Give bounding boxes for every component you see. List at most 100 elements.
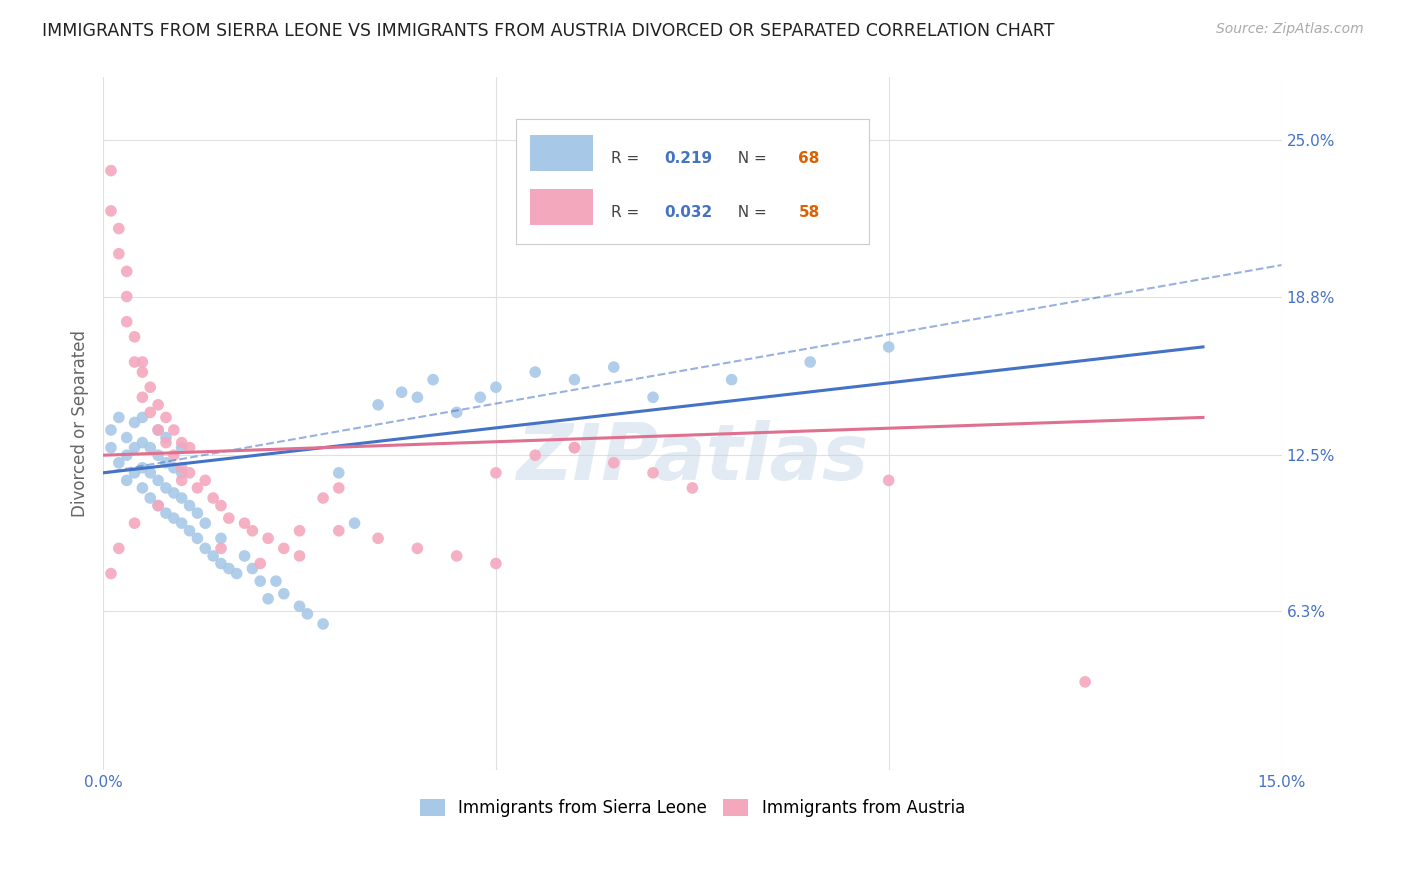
Point (297, 607, 319, 621)
Point (242, 524, 264, 538)
Point (115, 289, 138, 303)
Point (131, 355, 153, 369)
Point (194, 516, 217, 531)
Point (367, 398, 389, 412)
Point (641, 466, 664, 480)
Point (343, 516, 366, 531)
Point (312, 491, 335, 505)
Point (146, 423, 169, 437)
Point (170, 491, 193, 505)
Point (186, 531, 208, 545)
Point (877, 340, 900, 354)
Point (446, 405, 468, 419)
Point (139, 441, 162, 455)
Point (124, 416, 146, 430)
Point (179, 441, 201, 455)
Point (139, 380, 162, 394)
Point (603, 359, 626, 374)
Point (131, 410, 153, 425)
Point (328, 466, 350, 480)
Point (249, 574, 271, 588)
Point (524, 448, 547, 462)
Point (108, 410, 131, 425)
Point (115, 474, 138, 488)
Point (163, 511, 186, 525)
Point (170, 516, 193, 531)
Point (146, 499, 169, 513)
Point (288, 599, 311, 614)
Point (139, 491, 162, 505)
Point (209, 541, 232, 556)
Point (485, 466, 508, 480)
Point (186, 481, 208, 495)
Point (179, 499, 201, 513)
Point (367, 531, 389, 545)
Point (194, 541, 217, 556)
Point (124, 516, 146, 531)
Point (603, 456, 626, 470)
Point (131, 460, 153, 475)
Text: Source: ZipAtlas.com: Source: ZipAtlas.com (1216, 22, 1364, 37)
Point (218, 561, 240, 575)
Point (139, 466, 162, 480)
Point (131, 435, 153, 450)
Text: ZIPatlas: ZIPatlas (516, 420, 869, 496)
Point (209, 531, 232, 545)
Point (264, 574, 287, 588)
Point (170, 435, 193, 450)
Point (288, 549, 311, 563)
Point (100, 163, 122, 178)
Point (115, 448, 138, 462)
Point (202, 549, 225, 563)
Point (155, 435, 177, 450)
Point (485, 557, 508, 571)
Point (720, 373, 742, 387)
Point (218, 511, 240, 525)
Point (312, 616, 335, 631)
Point (163, 460, 186, 475)
Point (108, 541, 131, 556)
Point (273, 541, 295, 556)
Point (1074, 674, 1097, 689)
Point (124, 330, 146, 344)
Point (641, 390, 664, 404)
Point (124, 441, 146, 455)
Point (146, 398, 169, 412)
Point (877, 474, 900, 488)
Point (170, 441, 193, 455)
Point (146, 499, 169, 513)
Point (108, 246, 131, 260)
Point (328, 524, 350, 538)
Point (186, 506, 208, 520)
Point (179, 466, 201, 480)
Point (209, 499, 232, 513)
Point (124, 355, 146, 369)
Point (257, 531, 280, 545)
Point (225, 566, 247, 581)
Point (249, 557, 271, 571)
Point (233, 516, 256, 531)
Point (170, 460, 193, 475)
Point (485, 380, 508, 394)
Point (115, 315, 138, 329)
Point (564, 373, 586, 387)
Point (155, 481, 177, 495)
Point (288, 524, 311, 538)
Point (100, 441, 122, 455)
Legend: Immigrants from Sierra Leone, Immigrants from Austria: Immigrants from Sierra Leone, Immigrants… (413, 792, 972, 824)
Y-axis label: Divorced or Separated: Divorced or Separated (72, 330, 89, 517)
Point (233, 549, 256, 563)
Point (131, 365, 153, 379)
Point (131, 390, 153, 404)
Point (257, 591, 280, 606)
Point (131, 481, 153, 495)
Point (155, 506, 177, 520)
Point (146, 448, 169, 462)
Point (100, 203, 122, 218)
Point (681, 481, 703, 495)
Point (406, 390, 429, 404)
Point (194, 474, 217, 488)
Point (328, 481, 350, 495)
Point (146, 474, 169, 488)
Point (446, 549, 468, 563)
